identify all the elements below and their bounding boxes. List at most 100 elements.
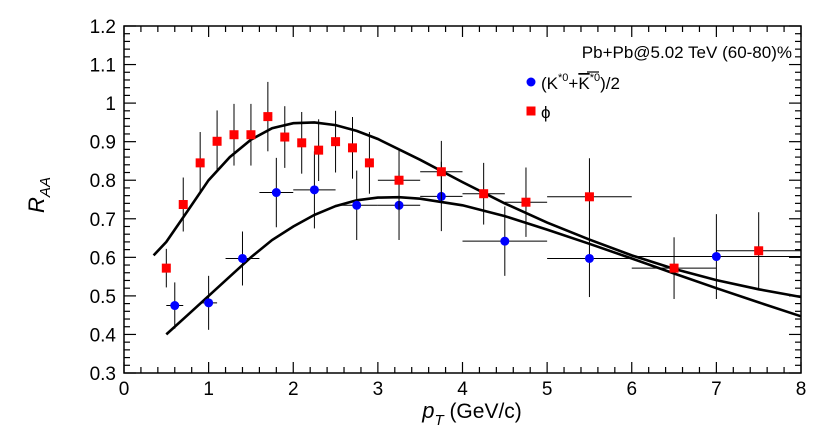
marker-circle: [352, 200, 362, 210]
kstar-point-5: [335, 170, 378, 240]
marker-circle: [711, 252, 721, 262]
y-tick-label: 0.9: [90, 133, 116, 154]
y-tick-label: 0.3: [90, 364, 116, 385]
marker-square: [347, 143, 357, 153]
model-curve-kstar: [165, 195, 802, 336]
model-curves: [152, 121, 802, 336]
phi-point-19: [716, 212, 801, 290]
marker-square: [161, 263, 171, 273]
phi-point-3: [212, 110, 222, 173]
marker-circle: [170, 301, 180, 311]
legend-kstar-post: )/2: [600, 74, 620, 93]
marker-square: [331, 137, 341, 147]
phi-point-16: [504, 167, 548, 237]
y-tick-label: 1.2: [90, 17, 116, 38]
legend-kstar-pre: (K: [541, 74, 559, 93]
marker-square: [314, 145, 324, 155]
phi-point-0: [161, 248, 171, 288]
legend-label-phi: ϕ: [541, 103, 551, 122]
marker-square: [178, 200, 188, 210]
phi-point-15: [462, 162, 505, 225]
phi-point-5: [246, 103, 256, 166]
kstar-point-8: [462, 206, 548, 276]
x-tick-label: 2: [288, 379, 299, 400]
y-axis-title-sub: AA: [37, 177, 54, 198]
kstar-point-3: [259, 157, 294, 228]
phi-point-13: [377, 149, 421, 212]
marker-circle: [584, 253, 594, 263]
legend-kstar-bar: K: [578, 74, 590, 93]
x-tick-label: 0: [119, 379, 130, 400]
axis-ticks: [123, 25, 802, 374]
y-tick-label: 0.6: [90, 248, 116, 269]
marker-circle: [271, 188, 281, 198]
phi-point-2: [195, 132, 205, 194]
marker-square: [229, 130, 239, 140]
marker-square: [364, 158, 374, 168]
y-tick-label: 1.1: [90, 56, 116, 77]
marker-square: [584, 192, 594, 202]
plot-frame: [123, 25, 802, 374]
x-axis-title-sub: T: [434, 412, 445, 429]
y-axis-title: RAA: [24, 177, 54, 213]
marker-square: [195, 158, 205, 168]
marker-circle: [309, 185, 319, 195]
marker-square: [436, 167, 446, 177]
x-tick-label: 5: [542, 379, 553, 400]
kstar-point-2: [225, 231, 260, 286]
y-axis-title-main: R: [24, 197, 49, 213]
marker-square: [479, 189, 489, 199]
marker-square: [754, 246, 764, 256]
x-axis-title-rest: (GeV/c): [444, 400, 522, 423]
phi-point-1: [178, 177, 188, 232]
legend-kstar-sup1: *0: [558, 72, 568, 84]
legend-label-kstar: (K*0+K*0)/2: [541, 72, 620, 93]
kstar-point-4: [293, 151, 336, 229]
marker-circle: [237, 253, 247, 263]
y-tick-label: 0.7: [90, 210, 116, 231]
marker-circle: [204, 298, 214, 308]
legend-kstar-mid: +: [568, 74, 578, 93]
phi-point-7: [280, 106, 290, 168]
legend-marker-phi: [526, 106, 536, 116]
phi-point-10: [331, 110, 341, 173]
kstar-point-10: [631, 214, 801, 299]
phi-point-18: [631, 237, 717, 299]
marker-square: [394, 175, 404, 185]
marker-square: [212, 136, 222, 146]
legend: Pb+Pb@5.02 TeV (60-80)% (K*0+K*0)/2 ϕ: [526, 43, 792, 122]
x-axis-title-main: p: [421, 398, 434, 423]
legend-title: Pb+Pb@5.02 TeV (60-80)%: [582, 43, 792, 62]
x-tick-label: 4: [457, 379, 468, 400]
tick-labels: 0 1 2 3 4 5 6 7 8 0.3 0.4 0.5 0.6 0.7 0.8 0.9 1 1.1 1.2: [90, 17, 807, 400]
phi-point-6: [263, 81, 273, 152]
x-tick-label: 1: [203, 379, 214, 400]
phi-point-8: [297, 111, 307, 174]
x-tick-label: 3: [373, 379, 384, 400]
legend-marker-kstar: [526, 77, 536, 87]
phi-point-14: [420, 140, 463, 203]
y-tick-label: 0.4: [90, 325, 117, 346]
marker-square: [280, 132, 290, 142]
x-axis-title: pT (GeV/c): [421, 398, 522, 429]
marker-square: [246, 130, 256, 140]
marker-square: [521, 197, 531, 207]
phi-point-12: [364, 132, 374, 194]
x-tick-label: 8: [796, 379, 807, 400]
y-tick-label: 1: [105, 94, 116, 115]
x-tick-label: 6: [626, 379, 637, 400]
marker-circle: [500, 236, 510, 246]
phi-point-4: [229, 103, 239, 166]
phi-point-9: [314, 119, 324, 181]
y-tick-label: 0.8: [90, 171, 116, 192]
legend-kstar-sup2: *0: [590, 72, 600, 84]
marker-square: [669, 263, 679, 273]
x-tick-label: 7: [711, 379, 722, 400]
kstar-point-0: [166, 282, 184, 329]
kstar-point-1: [200, 275, 218, 330]
data-points: [161, 81, 801, 330]
y-tick-label: 0.5: [90, 287, 116, 308]
marker-square: [297, 138, 307, 148]
phi-point-11: [347, 116, 357, 179]
